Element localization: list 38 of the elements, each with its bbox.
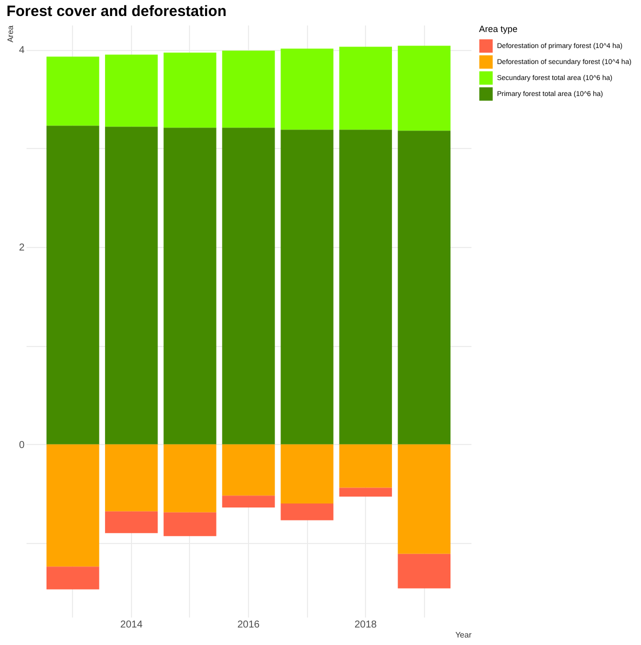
legend-title: Area type [479, 24, 518, 34]
bar [46, 126, 100, 444]
bar [398, 444, 451, 554]
bar [339, 488, 392, 497]
y-tick-label: 2 [18, 242, 25, 254]
bar [339, 130, 392, 444]
x-axis-title: Year [455, 630, 472, 640]
x-tick-label: 2014 [120, 620, 143, 630]
bar [398, 46, 451, 131]
bar [222, 128, 275, 444]
bar [280, 444, 334, 504]
y-tick-label: 0 [18, 440, 25, 451]
bar [46, 56, 100, 126]
bar [164, 52, 216, 128]
bar [164, 512, 216, 536]
bar [339, 46, 392, 130]
x-tick-label: 2016 [237, 620, 260, 630]
bar [280, 48, 334, 130]
bar [164, 128, 216, 444]
bar [222, 444, 275, 496]
y-tick-label: 4 [18, 45, 25, 56]
bar [222, 50, 275, 128]
bar [105, 444, 158, 512]
bar [222, 496, 275, 508]
y-axis-title: Area [6, 24, 15, 42]
bar [46, 566, 100, 590]
bar [280, 130, 334, 444]
bar [398, 130, 451, 444]
bar [280, 504, 334, 520]
bar [164, 444, 216, 512]
x-tick-label: 2018 [354, 620, 378, 630]
chart-title: Forest cover and deforestation [6, 3, 226, 20]
bar [105, 54, 158, 127]
bar [105, 126, 158, 444]
bar [339, 444, 392, 488]
bar [105, 511, 158, 534]
bar [398, 554, 451, 588]
bar [46, 444, 100, 567]
